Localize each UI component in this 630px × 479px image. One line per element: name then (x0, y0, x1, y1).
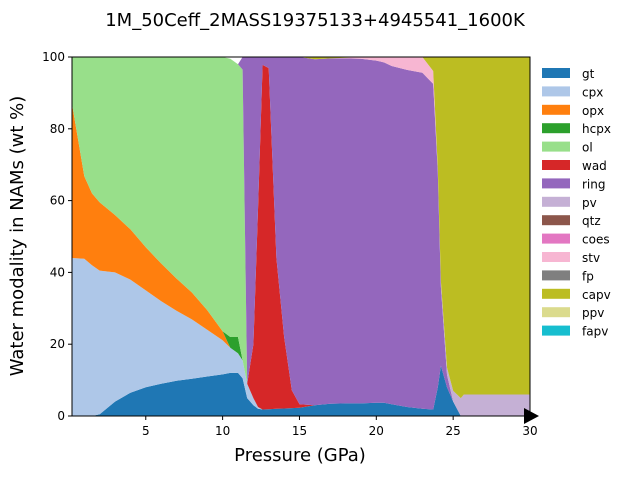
x-tick-label: 20 (369, 424, 384, 438)
x-axis: 5 10 15 20 25 30 (142, 416, 538, 438)
legend-label-fapv: fapv (582, 325, 608, 339)
legend-swatch-capv (542, 288, 570, 299)
y-tick-label: 80 (50, 122, 65, 136)
legend-swatch-coes (542, 233, 570, 244)
legend-swatch-gt (542, 68, 570, 78)
legend-swatch-ol (542, 141, 570, 152)
x-axis-label: Pressure (GPa) (234, 445, 366, 466)
plot-frame (71, 56, 531, 417)
legend-swatch-wad (542, 160, 570, 170)
legend-label-pv: pv (582, 196, 597, 210)
legend-label-gt: gt (582, 67, 595, 81)
legend-label-opx: opx (582, 104, 604, 118)
legend-label-ring: ring (582, 177, 606, 191)
legend-swatch-cpx (542, 86, 570, 97)
legend-label-cpx: cpx (582, 85, 603, 99)
x-tick-label: 5 (142, 424, 150, 438)
area-gt (72, 365, 530, 416)
legend-label-qtz: qtz (582, 214, 601, 228)
x-tick-label: 25 (446, 424, 461, 438)
legend-swatch-ring (542, 178, 570, 189)
legend-swatch-hcpx (542, 123, 570, 134)
y-tick-label: 20 (50, 337, 65, 351)
y-tick-label: 100 (42, 50, 65, 64)
y-axis: 0 20 40 60 80 100 (42, 50, 72, 423)
legend-label-coes: coes (582, 233, 610, 247)
legend-label-ol: ol (582, 141, 593, 155)
area-ol (72, 57, 530, 416)
x-tick-label: 10 (215, 424, 230, 438)
y-tick-label: 0 (57, 409, 65, 423)
legend-swatch-qtz (542, 215, 570, 226)
area-cpx (72, 258, 530, 416)
legend-swatch-stv (542, 252, 570, 262)
legend-swatch-opx (542, 104, 570, 115)
area-capv (72, 57, 530, 399)
x-axis-arrow (524, 408, 539, 424)
legend-swatch-ppv (542, 307, 570, 318)
legend-swatch-fapv (542, 325, 570, 336)
legend-label-fp: fp (582, 269, 594, 283)
legend-swatch-fp (542, 270, 570, 281)
y-tick-label: 40 (50, 265, 65, 279)
legend-swatch-pv (542, 196, 570, 207)
x-tick-label: 15 (292, 424, 307, 438)
area-ring (72, 57, 530, 416)
plot-area (72, 57, 530, 416)
legend-label-ppv: ppv (582, 306, 604, 320)
legend: gt cpx opx hcpx ol wad ring pv qtz coes stv fp capv p… (542, 67, 611, 339)
legend-label-hcpx: hcpx (582, 122, 611, 136)
x-tick-label: 30 (522, 424, 537, 438)
legend-label-capv: capv (582, 288, 611, 302)
y-axis-label: Water modality in NAMs (wt %) (7, 96, 28, 377)
chart-title: 1M_50Ceff_2MASS19375133+4945541_1600K (105, 10, 526, 31)
legend-label-wad: wad (582, 159, 607, 173)
y-tick-label: 60 (50, 194, 65, 208)
legend-label-stv: stv (582, 251, 600, 265)
